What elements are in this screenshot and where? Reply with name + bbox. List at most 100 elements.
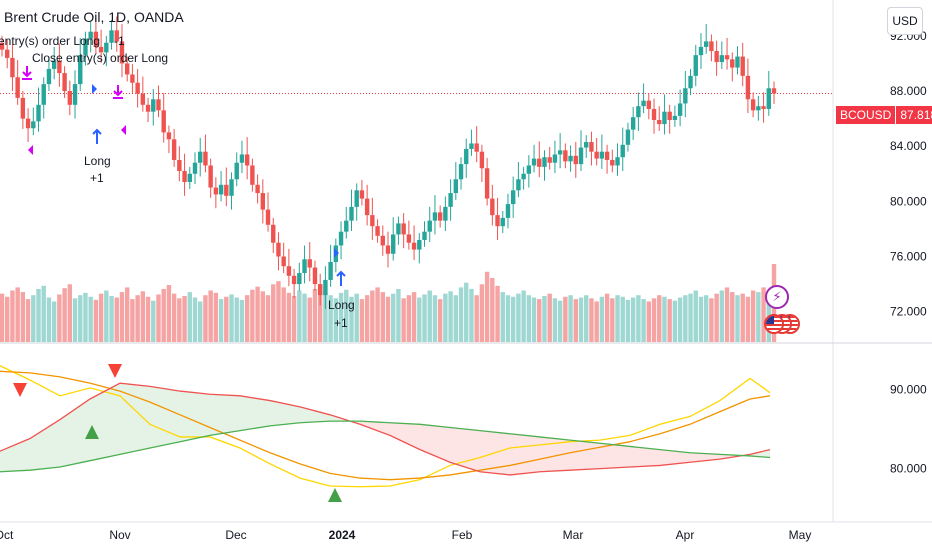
volume-bar bbox=[114, 297, 119, 342]
volume-bar bbox=[448, 291, 453, 342]
volume-bar bbox=[255, 286, 260, 342]
volume-bar bbox=[234, 297, 239, 342]
candle-body bbox=[490, 198, 495, 216]
trade-arrow-down bbox=[22, 71, 32, 78]
volume-bar bbox=[67, 284, 73, 342]
candle-body bbox=[505, 204, 511, 218]
volume-bar bbox=[349, 296, 354, 342]
volume-bar bbox=[370, 290, 375, 342]
long-label-1: Long bbox=[84, 154, 111, 168]
candle-body bbox=[761, 106, 766, 109]
candle-body bbox=[683, 88, 688, 104]
candle-body bbox=[328, 262, 333, 280]
volume-bar bbox=[276, 281, 281, 342]
volume-bar bbox=[474, 295, 479, 342]
volume-bar bbox=[260, 291, 266, 342]
indicator-cloud-fill bbox=[570, 440, 600, 471]
trade-arrow-up bbox=[92, 128, 102, 135]
indicator-cloud-fill bbox=[120, 383, 150, 455]
candle-body bbox=[41, 84, 46, 105]
candle-body bbox=[584, 142, 589, 148]
volume-bar bbox=[537, 299, 542, 342]
indicator-cloud-fill bbox=[150, 386, 180, 449]
volume-bar bbox=[552, 298, 558, 342]
candle-body bbox=[630, 117, 636, 130]
candle-body bbox=[568, 155, 573, 162]
us-flag-icon[interactable] bbox=[764, 314, 784, 334]
candle-body bbox=[124, 63, 130, 75]
candle-body bbox=[756, 106, 761, 111]
volume-bar bbox=[526, 295, 532, 342]
candle-body bbox=[740, 56, 745, 76]
sell-signal-triangle bbox=[108, 364, 122, 378]
candle-body bbox=[208, 165, 213, 188]
candle-body bbox=[698, 46, 704, 56]
volume-bar bbox=[36, 288, 41, 342]
volume-bar bbox=[573, 299, 578, 342]
price-tag-symbol: BCOUSD bbox=[836, 106, 897, 124]
indicator-cloud-fill bbox=[210, 394, 240, 436]
indicator-series-line bbox=[0, 365, 771, 488]
volume-bar bbox=[354, 293, 359, 342]
price-tick-label: 72.000 bbox=[890, 305, 927, 319]
candle-body bbox=[51, 60, 57, 69]
candle-body bbox=[401, 223, 406, 235]
volume-bar bbox=[625, 299, 631, 342]
candle-body bbox=[547, 157, 552, 163]
volume-bar bbox=[291, 295, 297, 342]
volume-bar bbox=[130, 299, 135, 342]
candle-body bbox=[703, 41, 709, 47]
volume-bar bbox=[636, 295, 641, 342]
volume-bar bbox=[709, 298, 714, 342]
candle-body bbox=[646, 100, 652, 109]
candle-body bbox=[10, 57, 15, 78]
candle-body bbox=[203, 151, 208, 166]
volume-bar bbox=[20, 292, 26, 342]
indicator-cloud-fill bbox=[60, 398, 90, 468]
volume-bar bbox=[177, 298, 182, 342]
volume-bar bbox=[218, 299, 224, 342]
long-qty-2: +1 bbox=[334, 316, 348, 330]
time-tick-label: 2024 bbox=[329, 528, 356, 542]
volume-bar bbox=[229, 294, 234, 342]
candle-body bbox=[260, 193, 266, 210]
candle-body bbox=[469, 143, 474, 149]
volume-bar bbox=[307, 297, 312, 342]
indicator-cloud-fill bbox=[270, 400, 300, 426]
candle-body bbox=[380, 235, 385, 246]
candle-body bbox=[604, 151, 610, 160]
candle-body bbox=[589, 142, 594, 152]
volume-bar bbox=[286, 292, 292, 342]
volume-bar bbox=[510, 296, 516, 342]
time-tick-label: Dec bbox=[225, 528, 246, 542]
candle-body bbox=[78, 55, 83, 85]
volume-bar bbox=[359, 299, 365, 342]
volume-bar bbox=[140, 291, 146, 342]
candle-body bbox=[552, 154, 558, 163]
candle-body bbox=[651, 108, 657, 120]
volume-bar bbox=[333, 298, 339, 342]
volume-bar bbox=[516, 293, 521, 342]
currency-button[interactable]: USD bbox=[887, 7, 923, 35]
candle-body bbox=[677, 103, 683, 116]
trade-flag-marker bbox=[334, 248, 339, 258]
candle-body bbox=[432, 212, 438, 221]
candle-body bbox=[714, 51, 719, 63]
volume-bar bbox=[761, 287, 766, 342]
trade-flag-marker bbox=[92, 84, 97, 94]
volume-bar bbox=[417, 297, 422, 342]
sell-signal-triangle bbox=[13, 383, 27, 397]
candle-body bbox=[135, 82, 140, 94]
lightning-icon[interactable]: ⚡ bbox=[765, 285, 789, 309]
candle-body bbox=[516, 179, 521, 191]
candle-body bbox=[615, 157, 620, 166]
volume-bar bbox=[630, 297, 636, 342]
indicator-cloud-fill bbox=[510, 433, 540, 475]
candle-body bbox=[93, 31, 99, 47]
candle-body bbox=[250, 165, 255, 185]
candle-body bbox=[140, 93, 146, 105]
candle-body bbox=[182, 171, 187, 183]
volume-bar bbox=[490, 278, 495, 342]
indicator-cloud-fill bbox=[660, 449, 690, 466]
